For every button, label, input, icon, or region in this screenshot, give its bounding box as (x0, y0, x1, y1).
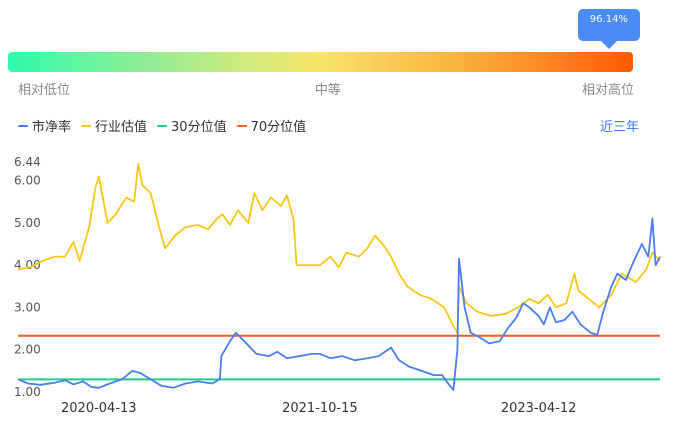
legend-item-industry[interactable]: 行业估值 (81, 116, 147, 135)
chart-legend: 市净率 行业估值 30分位值 70分位值 (18, 116, 306, 135)
y-max-label: 6.44 (14, 155, 41, 169)
legend-item-pb[interactable]: 市净率 (18, 116, 71, 135)
legend-swatch-industry (81, 124, 92, 127)
legend-swatch-pb (18, 124, 28, 127)
y-tick-label: 1.00 (14, 385, 41, 399)
legend-label-p70: 70分位值 (250, 120, 307, 135)
x-tick-label: 2021-10-15 (282, 401, 358, 416)
x-tick-label: 2020-04-13 (61, 401, 137, 416)
range-three-years-button[interactable]: 近三年 (600, 120, 640, 135)
legend-item-p70[interactable]: 70分位值 (236, 116, 307, 135)
legend-label-p30: 30分位值 (171, 120, 227, 135)
legend-label-pb: 市净率 (32, 120, 72, 135)
legend-swatch-p70 (236, 124, 247, 127)
series-line-pb (17, 217, 661, 391)
valuation-gauge-bar (8, 52, 633, 72)
y-tick-label: 4.00 (14, 258, 41, 272)
percentile-value: 96.14% (589, 14, 628, 25)
gauge-label-high: 相对高位 (582, 83, 635, 98)
y-tick-label: 2.00 (14, 343, 41, 357)
y-tick-label: 3.00 (14, 300, 41, 314)
y-tick-label: 5.00 (14, 216, 41, 230)
legend-label-industry: 行业估值 (95, 120, 148, 135)
gauge-label-mid: 中等 (315, 83, 342, 98)
gauge-label-low: 相对低位 (18, 83, 71, 98)
y-tick-label: 6.00 (14, 174, 41, 188)
x-tick-label: 2023-04-12 (501, 401, 577, 416)
legend-item-p30[interactable]: 30分位值 (157, 116, 227, 135)
percentile-tooltip: 96.14% (577, 9, 640, 49)
series-line-industry (17, 162, 661, 334)
legend-swatch-p30 (157, 124, 168, 127)
